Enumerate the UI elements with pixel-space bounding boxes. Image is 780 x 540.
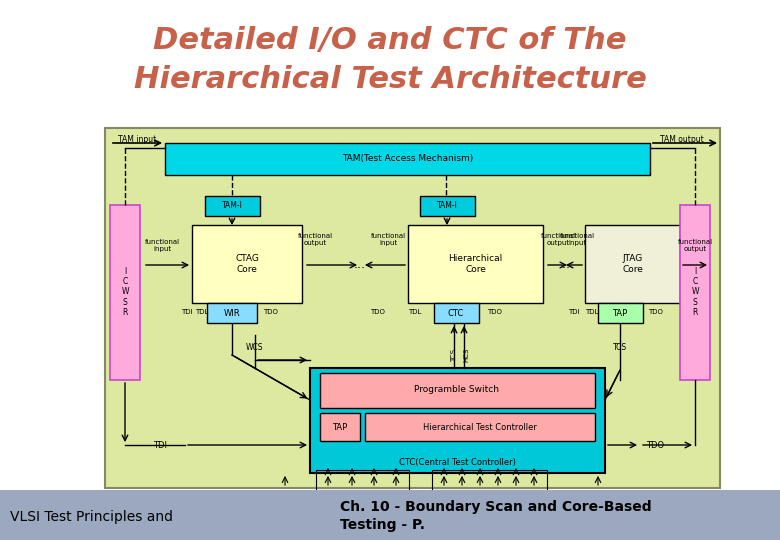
Text: JTAG
Core: JTAG Core <box>622 254 643 274</box>
Bar <box>432 470 547 490</box>
Text: TCS: TCS <box>451 348 457 361</box>
Bar <box>434 303 479 323</box>
Text: TDO: TDO <box>648 309 663 315</box>
Text: functional
input: functional input <box>559 233 594 246</box>
Text: HCS (Hierarchical Control Signals): HCS (Hierarchical Control Signals) <box>431 509 549 515</box>
Bar <box>310 368 605 473</box>
Text: H-UPD: H-UPD <box>477 490 483 510</box>
Text: TCK: TCK <box>393 494 399 506</box>
Text: TDO: TDO <box>594 492 602 508</box>
Text: TDL: TDL <box>408 309 421 315</box>
Bar <box>365 413 595 441</box>
Text: TDI: TDI <box>153 441 167 449</box>
Text: H-SFT: H-SFT <box>495 491 501 509</box>
Text: TDO: TDO <box>487 309 502 315</box>
Text: H-TDO: H-TDO <box>531 490 537 510</box>
Text: TAM(Test Access Mechanism): TAM(Test Access Mechanism) <box>342 154 473 164</box>
Bar <box>320 373 595 408</box>
Text: Ch. 10 - Boundary Scan and Core-Based: Ch. 10 - Boundary Scan and Core-Based <box>340 500 651 514</box>
Text: WCS: WCS <box>246 343 264 353</box>
Bar <box>316 470 409 490</box>
Text: functional
output: functional output <box>297 233 332 246</box>
Text: I
C
W
S
R: I C W S R <box>121 267 129 318</box>
Text: CTC: CTC <box>448 308 464 318</box>
Text: functional
input: functional input <box>144 240 179 253</box>
Bar <box>205 196 260 216</box>
Bar <box>680 205 710 380</box>
Text: TAM output: TAM output <box>660 136 704 145</box>
Text: TDO: TDO <box>646 441 664 449</box>
Text: TDI: TDI <box>325 495 331 505</box>
Bar <box>192 225 302 303</box>
Text: WIR: WIR <box>224 308 240 318</box>
Bar <box>165 143 650 175</box>
Text: functional
output: functional output <box>678 240 713 253</box>
Text: H-ENA: H-ENA <box>513 490 519 510</box>
Text: TDL: TDL <box>195 309 208 315</box>
Text: CTC(Central Test Controller): CTC(Central Test Controller) <box>399 458 516 468</box>
Bar <box>585 225 680 303</box>
Text: TCS: TCS <box>613 343 627 353</box>
Text: CTAG
Core: CTAG Core <box>235 254 259 274</box>
Bar <box>207 303 257 323</box>
Text: Hierarchical
Core: Hierarchical Core <box>448 254 502 274</box>
Text: Programble Switch: Programble Switch <box>414 386 499 395</box>
Text: TAM input: TAM input <box>118 136 156 145</box>
Bar <box>105 128 720 488</box>
Text: TDL: TDL <box>585 309 598 315</box>
Text: Hierarchical Test Architecture: Hierarchical Test Architecture <box>133 65 647 94</box>
Text: TDI: TDI <box>281 494 289 507</box>
Text: HCS: HCS <box>463 348 469 362</box>
Text: TDO: TDO <box>370 309 385 315</box>
Text: TDI: TDI <box>569 309 580 315</box>
Text: TAM-I: TAM-I <box>222 201 243 211</box>
Text: TCS (TAP Control Signals): TCS (TAP Control Signals) <box>318 509 406 515</box>
Bar <box>420 196 475 216</box>
Bar <box>408 225 543 303</box>
Text: TAM-I: TAM-I <box>437 201 457 211</box>
Text: I
C
W
S
R: I C W S R <box>691 267 699 318</box>
Text: TDI: TDI <box>182 309 193 315</box>
Text: VLSI Test Principles and: VLSI Test Principles and <box>10 510 173 524</box>
Text: Detailed I/O and CTC of The: Detailed I/O and CTC of The <box>154 25 626 55</box>
Text: ...: ... <box>559 259 571 272</box>
Text: functional
output: functional output <box>541 233 576 246</box>
Text: functional
input: functional input <box>370 233 406 246</box>
Text: H-TDI: H-TDI <box>441 491 446 509</box>
Text: Hierarchical Test Controller: Hierarchical Test Controller <box>423 422 537 431</box>
Text: H-TMS: H-TMS <box>459 490 465 510</box>
Text: TAP: TAP <box>612 308 628 318</box>
Bar <box>110 205 140 380</box>
Bar <box>598 303 643 323</box>
Bar <box>0 490 780 540</box>
Text: TDO: TDO <box>263 309 278 315</box>
Text: ...: ... <box>354 259 366 272</box>
Bar <box>320 413 360 441</box>
Text: TAP: TAP <box>332 422 348 431</box>
Text: Testing - P.: Testing - P. <box>340 518 425 532</box>
Text: TRST: TRST <box>371 492 377 508</box>
Text: TMS: TMS <box>349 494 354 507</box>
